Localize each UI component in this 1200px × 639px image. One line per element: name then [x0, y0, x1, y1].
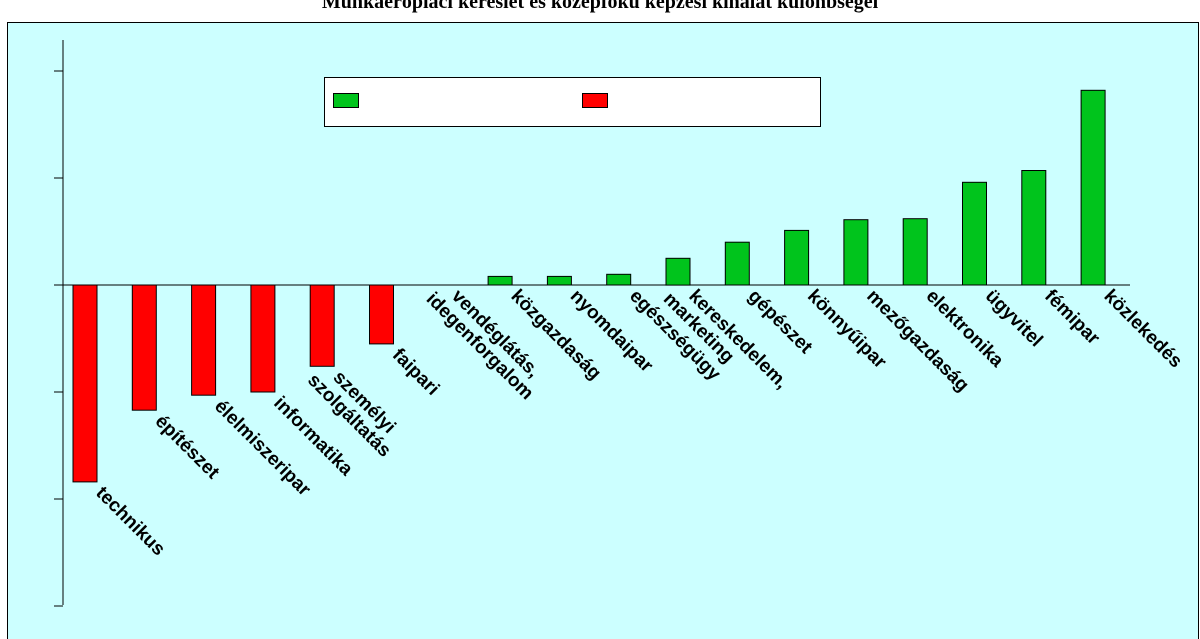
bar-9 — [606, 273, 632, 286]
bar-15 — [962, 181, 987, 286]
bar-3 — [250, 284, 276, 393]
bar-16 — [1021, 170, 1047, 286]
bar-1 — [131, 284, 157, 411]
bar-14 — [902, 218, 928, 286]
bar-2 — [191, 284, 217, 396]
bar-10 — [665, 257, 691, 286]
bar-17 — [1080, 89, 1106, 286]
bar-11 — [724, 241, 750, 286]
bar-13 — [843, 219, 869, 286]
bar-12 — [784, 229, 810, 286]
bar-0 — [72, 284, 98, 483]
legend — [324, 77, 821, 127]
chart-title: Munkaerőpiaci kereslet és középfokú képz… — [321, 0, 879, 13]
bar-7 — [487, 275, 513, 286]
bar-5 — [369, 284, 394, 345]
legend-box — [324, 77, 821, 127]
legend-swatch-negative — [582, 93, 608, 108]
bar-4 — [309, 284, 335, 367]
bar-8 — [546, 275, 572, 286]
legend-swatch-positive — [333, 93, 359, 108]
